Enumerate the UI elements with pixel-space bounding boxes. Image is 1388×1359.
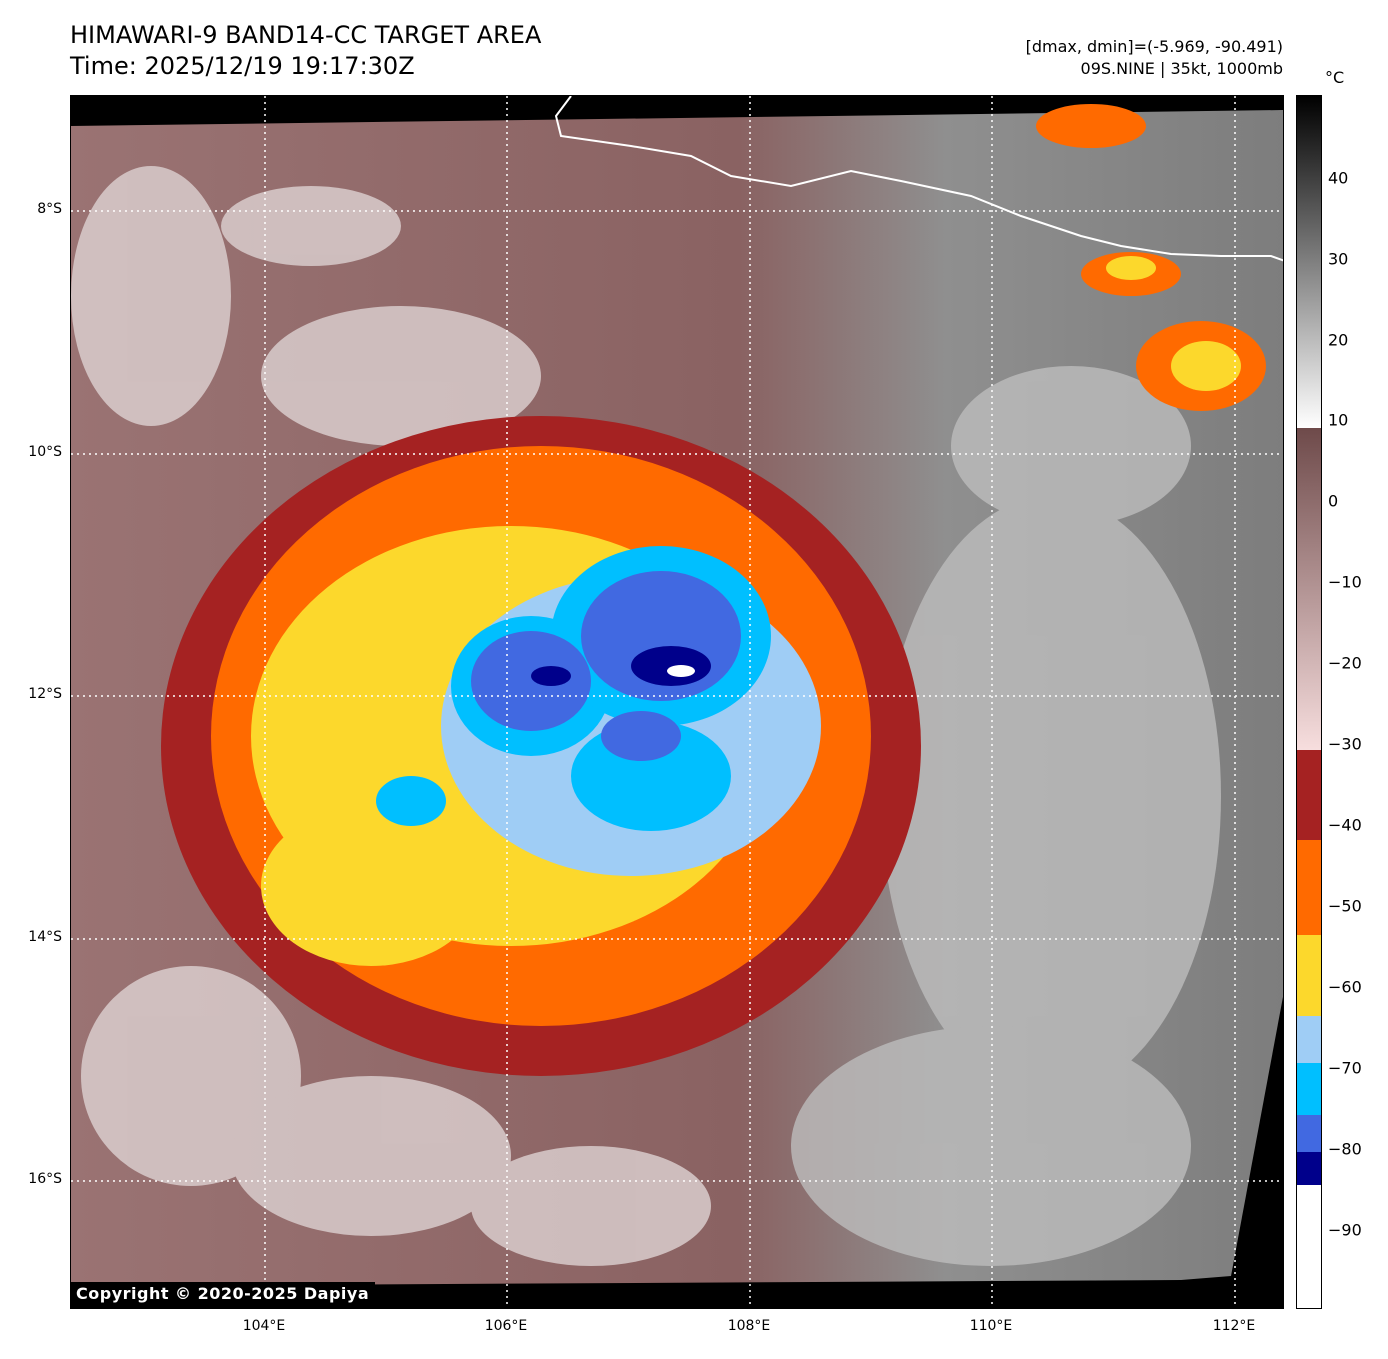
dmax-dmin-readout: [dmax, dmin]=(-5.969, -90.491) (1025, 37, 1283, 56)
colorbar-tick: −80 (1328, 1139, 1362, 1159)
lat-label-12s: 12°S (28, 686, 62, 702)
colorbar-tick: −90 (1328, 1220, 1362, 1240)
image-title: HIMAWARI-9 BAND14-CC TARGET AREA (70, 21, 542, 49)
lat-label-14s: 14°S (28, 929, 62, 945)
lat-label-10s: 10°S (28, 444, 62, 460)
colorbar-tick: −20 (1328, 653, 1362, 673)
lat-label-8s: 8°S (37, 201, 62, 217)
colorbar-tick: −40 (1328, 815, 1362, 835)
convective-cells (1036, 104, 1266, 411)
low-cloud-areas (71, 166, 711, 1266)
storm-cloud-shield (161, 416, 921, 1076)
colorbar-unit: °C (1325, 68, 1345, 87)
colorbar-tick: −70 (1328, 1058, 1362, 1078)
colorbar-tick: 0 (1328, 491, 1339, 511)
lon-label-104e: 104°E (242, 1318, 286, 1334)
lon-label-110e: 110°E (969, 1318, 1013, 1334)
lon-label-112e: 112°E (1212, 1318, 1256, 1334)
colorbar-tick: −10 (1328, 572, 1362, 592)
satellite-map (70, 95, 1284, 1309)
lon-label-108e: 108°E (727, 1318, 771, 1334)
lat-label-16s: 16°S (28, 1171, 62, 1187)
coastline (554, 96, 1283, 262)
lon-label-106e: 106°E (484, 1318, 528, 1334)
colorbar-tick: −50 (1328, 896, 1362, 916)
colorbar-tick: 20 (1328, 330, 1349, 350)
image-time: Time: 2025/12/19 19:17:30Z (70, 52, 415, 80)
colorbar-tick: −60 (1328, 977, 1362, 997)
copyright-label: Copyright © 2020-2025 Dapiya (70, 1282, 376, 1306)
storm-info: 09S.NINE | 35kt, 1000mb (1080, 59, 1283, 78)
colorbar-tick: −30 (1328, 734, 1362, 754)
graticule (71, 96, 1283, 1308)
colorbar-tick: 10 (1328, 410, 1349, 430)
gray-clear-areas (791, 366, 1221, 1266)
colorbar-tick: 40 (1328, 168, 1349, 188)
satellite-imagery (71, 96, 1283, 1308)
colorbar-tick: 30 (1328, 249, 1349, 269)
colorbar (1296, 95, 1322, 1309)
